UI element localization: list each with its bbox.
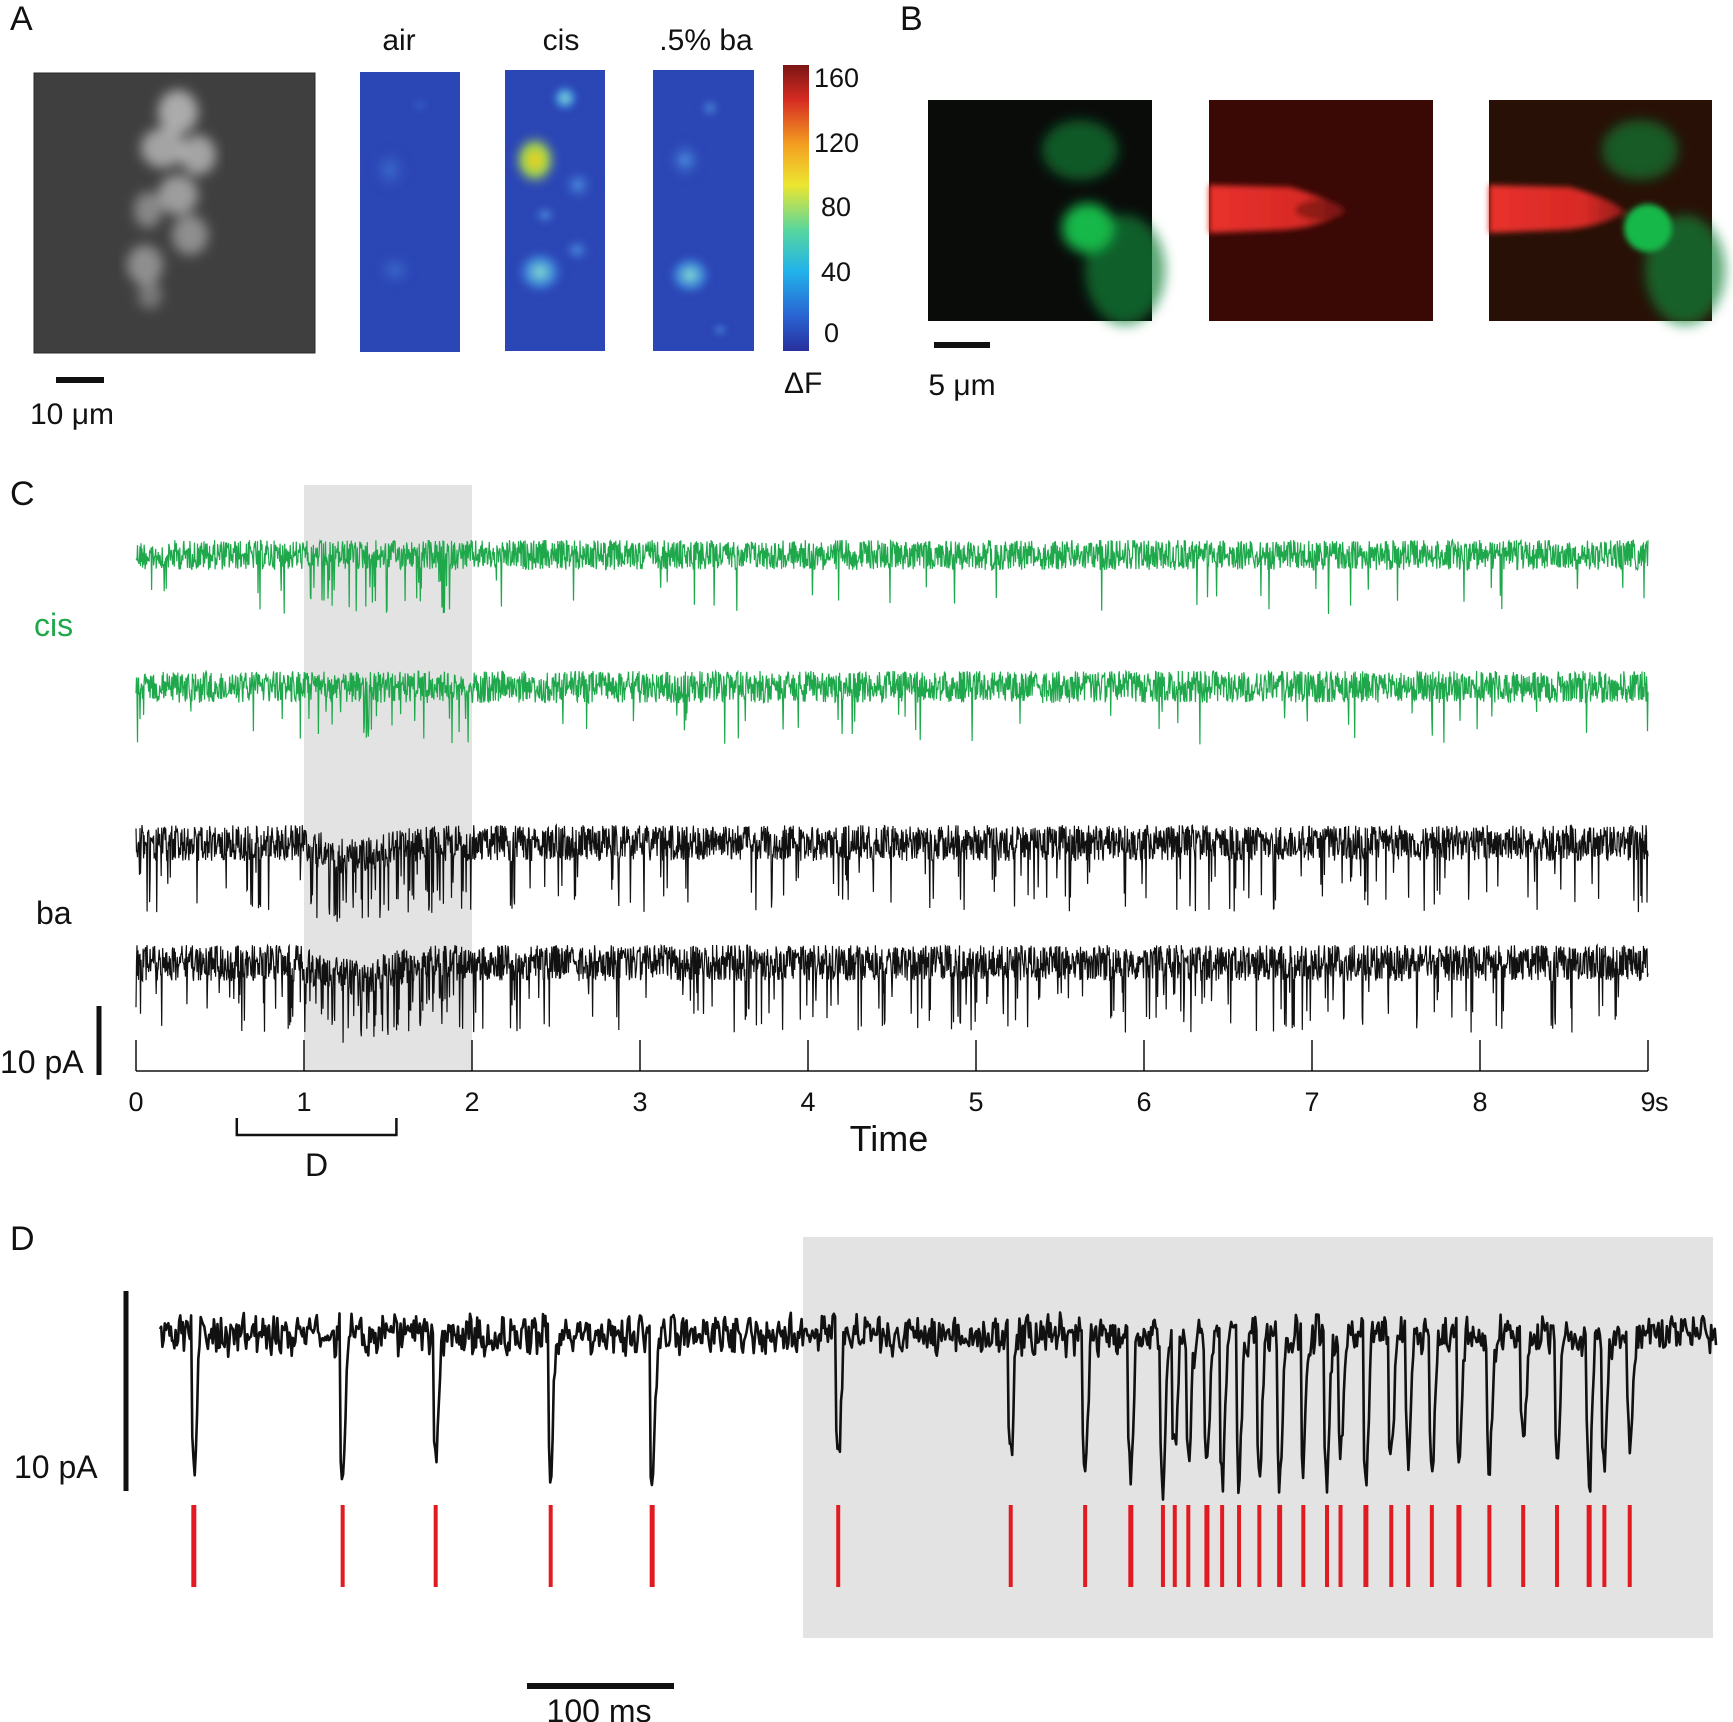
panel-a-title-cis: cis [543,24,580,57]
panel-a-grayscale-image [33,72,316,354]
panel-a-title-air: air [382,24,415,57]
panel-d-event-raster [191,1505,1632,1587]
panel-c-bracket-d [235,1118,398,1137]
panel-a-scalebar-label: 10 μm [30,398,114,431]
panel-c-x-tick-label: 5 [968,1087,983,1117]
panel-a-title-ba: .5% ba [659,24,753,57]
panel-c-label-ba: ba [36,895,72,931]
panel-b-image-green [928,100,1165,325]
panel-c-x-unit: s [1655,1087,1669,1117]
panel-a-image-air [360,72,460,352]
panel-c-bracket-label: D [305,1147,328,1183]
panel-a-image-ba [653,70,754,351]
panel-a-colorbar [783,65,809,351]
panel-c: C cis ba 10 pA 0 1 2 3 4 5 6 7 8 9 s Time D [0,475,1669,1183]
colorbar-tick-80: 80 [821,192,851,222]
panel-c-x-tick-label: 2 [464,1087,479,1117]
panel-c-x-tick-label: 3 [632,1087,647,1117]
panel-a-image-cis [505,70,605,351]
panel-c-x-tick-label: 7 [1304,1087,1319,1117]
colorbar-tick-160: 160 [814,63,859,93]
panel-c-x-tick-label: 4 [800,1087,815,1117]
trace-cis-1 [135,538,1649,615]
trace-cis-2 [135,669,1649,745]
panel-c-x-tick-label: 6 [1136,1087,1151,1117]
panel-b-scalebar-label: 5 μm [928,369,995,402]
panel-b-image-red [1209,100,1433,321]
panel-c-x-tick-label: 9 [1640,1087,1655,1117]
panel-c-x-ticks: 0 1 2 3 4 5 6 7 8 9 [128,1040,1656,1117]
panel-b: B [900,0,1725,402]
panel-c-xlabel: Time [850,1118,929,1159]
panel-d-time-scalebar-label: 100 ms [547,1693,652,1722]
panel-d-letter: D [10,1220,35,1258]
trace-ba-1 [135,823,1649,922]
panel-a-letter: A [10,0,33,38]
panel-c-letter: C [10,475,35,513]
colorbar-tick-0: 0 [824,318,839,348]
panel-d-trace [158,1311,1718,1501]
colorbar-tick-120: 120 [814,128,859,158]
panel-c-label-cis: cis [34,607,73,643]
colorbar-unit: ΔF [784,367,822,400]
panel-d-scalebar-label: 10 pA [14,1449,98,1485]
panel-a: A [10,0,859,431]
panel-b-image-merge [1489,100,1725,325]
panel-c-x-tick-label: 0 [128,1087,143,1117]
panel-c-x-tick-label: 1 [296,1087,311,1117]
trace-ba-2 [135,943,1649,1043]
panel-d: D 10 pA 100 ms [10,1220,1718,1722]
panel-b-letter: B [900,0,923,38]
colorbar-tick-40: 40 [821,257,851,287]
panel-c-x-tick-label: 8 [1472,1087,1487,1117]
panel-c-scalebar-label: 10 pA [0,1044,84,1080]
